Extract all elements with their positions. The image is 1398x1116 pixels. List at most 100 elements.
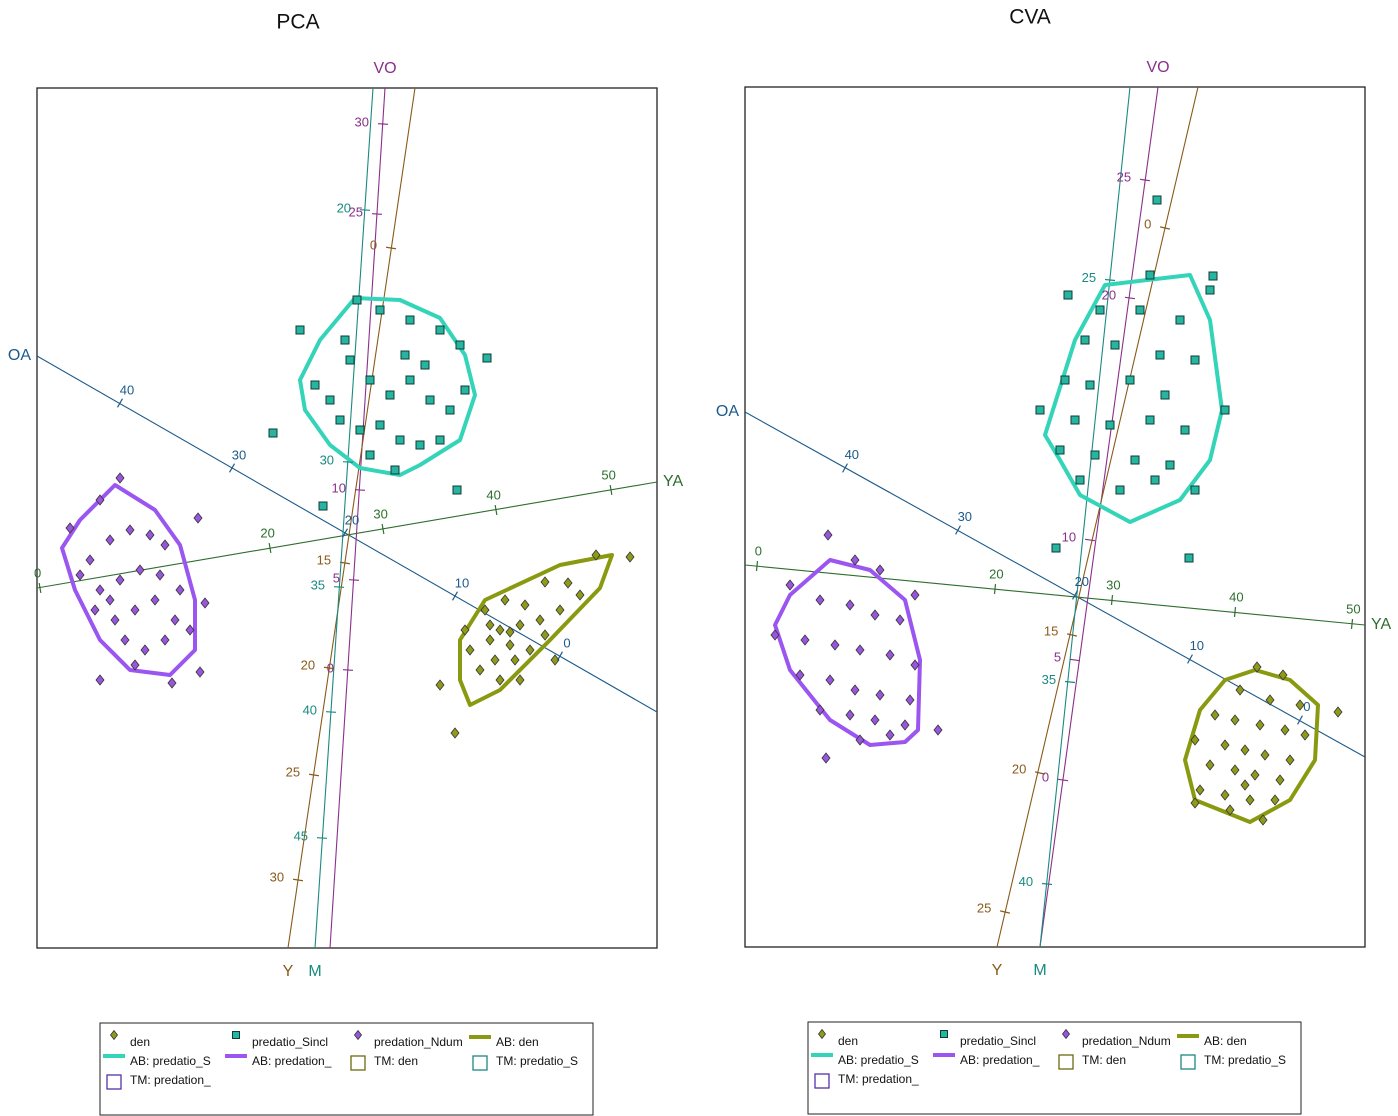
point <box>420 360 430 370</box>
tick-mark <box>292 878 304 882</box>
point <box>900 719 910 731</box>
tick-label: 20 <box>1102 288 1116 303</box>
axis-name: Y <box>992 962 1003 979</box>
tick-mark <box>381 523 385 535</box>
point <box>1250 769 1260 781</box>
axis-name: OA <box>716 403 739 420</box>
point <box>170 614 180 626</box>
point <box>485 634 495 646</box>
point <box>310 380 320 390</box>
tick-mark <box>316 837 328 839</box>
plot-frame <box>36 87 658 949</box>
point <box>1125 375 1135 385</box>
point <box>1035 405 1045 415</box>
point <box>400 350 410 360</box>
tick-label: 30 <box>232 447 246 462</box>
point <box>910 589 920 601</box>
tick-mark <box>1072 590 1078 600</box>
tick-label: 40 <box>486 488 500 503</box>
tick-mark <box>1034 771 1046 775</box>
tick-mark <box>116 398 124 408</box>
biplot-axis <box>745 564 1365 626</box>
point <box>1055 445 1065 455</box>
point <box>1155 350 1165 360</box>
point <box>505 626 515 638</box>
point <box>85 554 95 566</box>
tick-label: 0 <box>370 237 377 252</box>
point <box>1255 719 1265 731</box>
tick-mark <box>494 504 498 516</box>
point <box>160 634 170 646</box>
point <box>1190 355 1200 365</box>
point <box>120 634 130 646</box>
tick-mark <box>1057 778 1069 782</box>
tick-label: 15 <box>1044 623 1058 638</box>
point <box>1070 415 1080 425</box>
chart-title: PCA <box>276 11 319 34</box>
biplot-axis <box>287 88 416 948</box>
tick-mark <box>228 463 236 473</box>
point <box>823 529 833 541</box>
tick-label: 40 <box>1019 874 1033 889</box>
point <box>1130 455 1140 465</box>
point <box>340 335 350 345</box>
tick-mark <box>308 773 320 777</box>
point <box>1208 271 1218 281</box>
point <box>115 472 125 484</box>
point <box>1115 485 1125 495</box>
point <box>90 604 100 616</box>
tick-label: 20 <box>337 200 351 215</box>
legend-label: AB: predatio_S <box>838 1053 919 1067</box>
tick-label: 20 <box>989 567 1003 582</box>
point <box>295 325 305 335</box>
point <box>1063 290 1073 300</box>
tick-label: 25 <box>349 205 363 220</box>
point <box>415 440 425 450</box>
point <box>1135 305 1145 315</box>
legend: den predatio_Sincl predation_Ndum AB: den AB… <box>807 1021 1302 1115</box>
point <box>1245 794 1255 806</box>
legend-label: AB: den <box>1204 1034 1247 1048</box>
legend-swatch <box>109 1029 119 1041</box>
point <box>1190 485 1200 495</box>
point <box>1278 669 1288 681</box>
point <box>65 522 75 534</box>
point <box>540 629 550 641</box>
point <box>870 609 880 621</box>
point <box>1252 661 1262 673</box>
plot-frame <box>744 86 1366 948</box>
point <box>495 624 505 636</box>
plot-area <box>745 87 1365 947</box>
point <box>870 714 880 726</box>
tick-mark <box>1041 882 1053 886</box>
point <box>510 654 520 666</box>
point <box>480 604 490 616</box>
tick-mark <box>556 651 564 661</box>
legend: den predatio_Sincl predation_Ndum AB: den AB… <box>99 1022 594 1116</box>
point <box>193 512 203 524</box>
tick-label: 0 <box>1042 770 1049 785</box>
legend-label: TM: den <box>1082 1053 1126 1067</box>
point <box>1080 335 1090 345</box>
legend-swatch <box>353 1029 363 1041</box>
point <box>875 689 885 701</box>
legend-frame <box>807 1021 1302 1115</box>
point <box>445 405 455 415</box>
point <box>625 551 635 563</box>
point <box>1105 420 1115 430</box>
point <box>460 385 470 395</box>
axis-name: YA <box>1371 616 1391 633</box>
point <box>1240 779 1250 791</box>
point <box>375 420 385 430</box>
tick-label: 25 <box>1082 270 1096 285</box>
point <box>1220 739 1230 751</box>
tick-label: 15 <box>317 552 331 567</box>
axis-name: VO <box>373 60 396 77</box>
point <box>885 729 895 741</box>
legend-label: TM: den <box>374 1054 418 1068</box>
tick-mark <box>1139 178 1151 182</box>
legend-swatch <box>232 1031 240 1039</box>
point <box>405 315 415 325</box>
tick-label: 5 <box>1054 650 1061 665</box>
